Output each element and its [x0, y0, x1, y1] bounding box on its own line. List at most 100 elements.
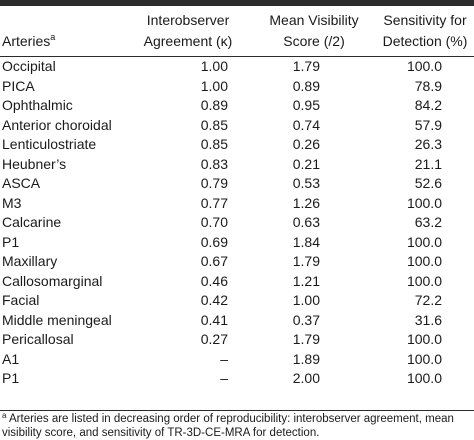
cell-artery: Callosomarginal [2, 272, 103, 289]
cell-artery: Ophthalmic [2, 97, 73, 113]
cell-visibility: 1.79 [292, 331, 320, 347]
cell-artery: Maxillary [2, 253, 58, 269]
cell-kappa: 0.85 [200, 116, 228, 133]
header-kappa: Interobserver Agreement (κ) [118, 10, 258, 52]
footnote-mark: a [2, 412, 7, 420]
cell-visibility: 0.63 [292, 214, 320, 230]
table-body: Occipital 1.00 1.79 100.0 PICA 1.00 0.89 78.9 … [0, 57, 474, 389]
cell-sensitivity: 100.0 [406, 331, 442, 347]
cell-visibility: 1.79 [292, 58, 320, 74]
cell-visibility: 0.74 [292, 116, 320, 133]
cell-artery: ASCA [2, 175, 41, 191]
header-visibility: Mean Visibility Score (/2) [252, 10, 376, 52]
header-kappa-line2: Agreement (κ) [143, 33, 233, 49]
header-sensitivity-line2: Detection (%) [382, 33, 468, 49]
cell-artery: Facial [2, 292, 40, 308]
header-kappa-line1: Interobserver [146, 12, 230, 28]
cell-sensitivity: 21.1 [414, 155, 442, 172]
cell-visibility: 0.26 [292, 136, 320, 152]
cell-visibility: 0.21 [292, 155, 320, 172]
cell-visibility: 0.95 [292, 97, 320, 113]
table-header: Arteriesa Interobserver Agreement (κ) Me… [0, 10, 474, 54]
table-row: ASCA 0.79 0.53 52.6 [0, 174, 474, 194]
table-row: M3 0.77 1.26 100.0 [0, 194, 474, 214]
table-row: Lenticulostriate 0.85 0.26 26.3 [0, 135, 474, 155]
table-row: Facial 0.42 1.00 72.2 [0, 291, 474, 311]
cell-sensitivity: 52.6 [414, 175, 442, 191]
cell-kappa: 0.83 [200, 155, 228, 172]
cell-visibility: 1.26 [292, 194, 320, 211]
header-arteries-footnote-mark: a [50, 32, 56, 42]
cell-kappa: 0.77 [200, 194, 228, 211]
header-visibility-line2: Score (/2) [283, 33, 345, 49]
cell-artery: Anterior choroidal [2, 116, 112, 133]
cell-kappa: 0.67 [200, 253, 228, 269]
footnote-line2: visibility score, and sensitivity of TR-… [2, 427, 320, 439]
cell-artery: Lenticulostriate [2, 136, 97, 152]
table-row: Maxillary 0.67 1.79 100.0 [0, 252, 474, 272]
cell-sensitivity: 100.0 [406, 194, 442, 211]
table-row: P1 0.69 1.84 100.0 [0, 233, 474, 253]
top-rule [0, 5, 474, 6]
footnote-line1: a Arteries are listed in decreasing orde… [2, 412, 454, 425]
bottom-rule [0, 410, 474, 411]
cell-kappa: – [220, 350, 228, 367]
cell-sensitivity: 100.0 [406, 272, 442, 289]
cell-visibility: 0.37 [292, 311, 320, 328]
cell-artery: Middle meningeal [2, 311, 112, 328]
cell-artery: Pericallosal [2, 331, 74, 347]
table-row: Occipital 1.00 1.79 100.0 [0, 57, 474, 77]
table-row: Ophthalmic 0.89 0.95 84.2 [0, 96, 474, 116]
table-row: Middle meningeal 0.41 0.37 31.6 [0, 311, 474, 331]
cell-kappa: 0.41 [200, 311, 228, 328]
cell-sensitivity: 57.9 [414, 116, 442, 133]
cell-sensitivity: 63.2 [414, 214, 442, 230]
table-row: Anterior choroidal 0.85 0.74 57.9 [0, 116, 474, 136]
header-visibility-line1: Mean Visibility [269, 12, 359, 28]
header-sensitivity: Sensitivity for Detection (%) [372, 10, 474, 52]
cell-sensitivity: 72.2 [414, 292, 442, 308]
header-rule [0, 56, 474, 57]
cell-sensitivity: 78.9 [414, 77, 442, 94]
cell-kappa: 0.46 [200, 272, 228, 289]
cell-sensitivity: 84.2 [414, 97, 442, 113]
cell-sensitivity: 100.0 [406, 370, 442, 386]
table-row: Heubner’s 0.83 0.21 21.1 [0, 155, 474, 175]
table-footnote: a Arteries are listed in decreasing orde… [2, 412, 474, 440]
cell-kappa: – [220, 370, 228, 386]
cell-artery: Heubner’s [2, 155, 67, 172]
cell-sensitivity: 26.3 [414, 136, 442, 152]
header-sensitivity-line1: Sensitivity for [383, 12, 467, 28]
cell-artery: Calcarine [2, 214, 62, 230]
cell-artery: Occipital [2, 58, 56, 74]
cell-kappa: 0.42 [200, 292, 228, 308]
cell-sensitivity: 100.0 [406, 58, 442, 74]
cell-sensitivity: 100.0 [406, 233, 442, 250]
table-row: Callosomarginal 0.46 1.21 100.0 [0, 272, 474, 292]
cell-kappa: 0.89 [200, 97, 228, 113]
table-row: P1 – 2.00 100.0 [0, 369, 474, 389]
cell-artery: P1 [2, 370, 20, 386]
cell-artery: A1 [2, 350, 20, 367]
cell-kappa: 0.85 [200, 136, 228, 152]
cell-artery: P1 [2, 233, 20, 250]
cell-visibility: 1.84 [292, 233, 320, 250]
cell-sensitivity: 31.6 [414, 311, 442, 328]
cell-visibility: 0.89 [292, 77, 320, 94]
cell-visibility: 1.00 [292, 292, 320, 308]
table-row: Calcarine 0.70 0.63 63.2 [0, 213, 474, 233]
cell-artery: M3 [2, 194, 22, 211]
cell-visibility: 2.00 [292, 370, 320, 386]
cell-artery: PICA [2, 77, 35, 94]
cell-visibility: 1.79 [292, 253, 320, 269]
table-row: Pericallosal 0.27 1.79 100.0 [0, 330, 474, 350]
cell-visibility: 1.21 [292, 272, 320, 289]
top-border [0, 0, 474, 5]
cell-visibility: 0.53 [292, 175, 320, 191]
cell-visibility: 1.89 [292, 350, 320, 367]
cell-sensitivity: 100.0 [406, 350, 442, 367]
cell-sensitivity: 100.0 [406, 253, 442, 269]
cell-kappa: 0.79 [200, 175, 228, 191]
cell-kappa: 1.00 [200, 58, 228, 74]
table-row: A1 – 1.89 100.0 [0, 350, 474, 370]
